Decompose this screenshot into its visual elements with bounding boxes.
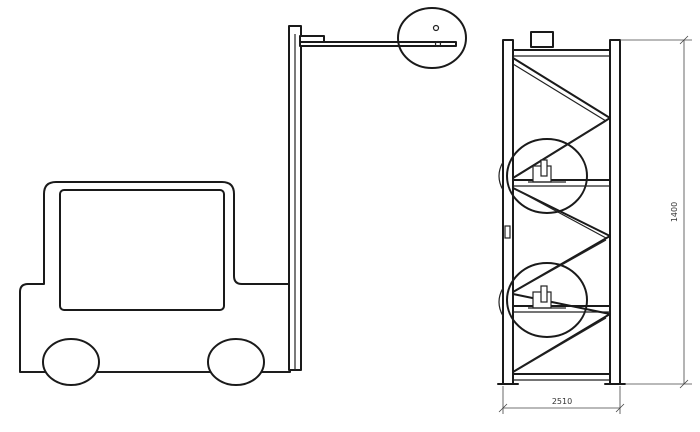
- upper-bracing: [512, 57, 611, 179]
- upper-spool-bracket: [528, 159, 566, 183]
- upper-spool-flange: [498, 161, 504, 191]
- spool-hub-top: [432, 24, 440, 32]
- lower-bracing: [512, 293, 611, 373]
- height-dimension-label: 1400: [670, 202, 679, 222]
- cab-window: [59, 189, 225, 311]
- forklift-body: [19, 181, 291, 373]
- rack-top-block: [530, 31, 554, 48]
- lower-spool-bracket: [528, 285, 566, 309]
- upper-spool: [506, 138, 588, 214]
- front-wheel: [42, 338, 100, 386]
- fork-arm: [299, 41, 457, 47]
- lower-spool: [506, 262, 588, 338]
- rack-right-upright: [609, 39, 621, 385]
- rear-wheel: [207, 338, 265, 386]
- middle-bracing: [512, 187, 611, 293]
- width-dimension-label: 2510: [552, 397, 572, 406]
- suspended-spool: [397, 7, 467, 69]
- forklift: [19, 7, 467, 386]
- width-dimension: 2510: [498, 386, 625, 414]
- rack-left-upright: [502, 39, 514, 385]
- height-dimension: 1400: [620, 35, 692, 389]
- side-clip: [504, 225, 511, 239]
- lower-spool-flange: [498, 287, 504, 317]
- storage-rack: [497, 31, 626, 385]
- spool-hub-bottom: [434, 40, 442, 48]
